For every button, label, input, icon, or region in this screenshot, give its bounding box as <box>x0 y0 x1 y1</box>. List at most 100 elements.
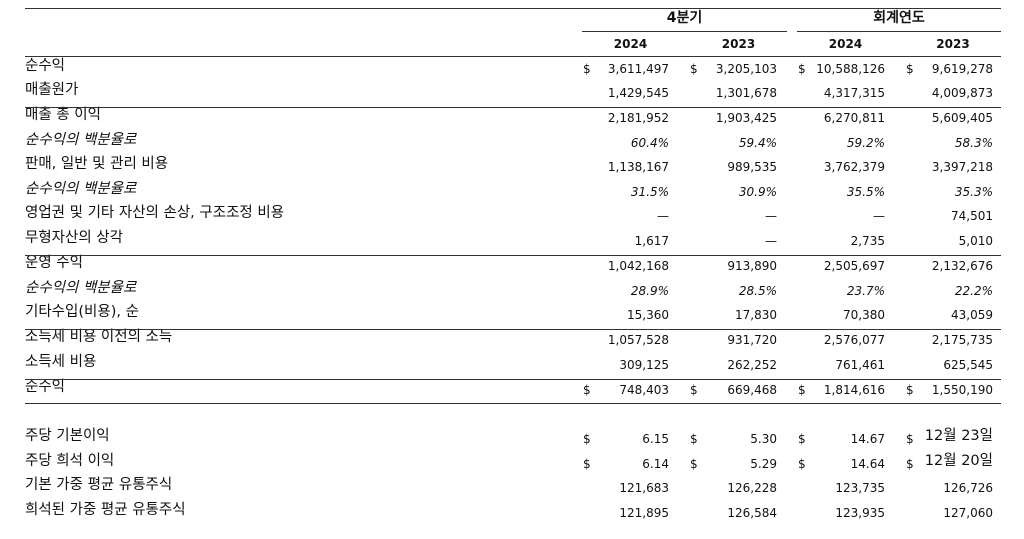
row-value: 43,059 <box>951 308 993 322</box>
row-label: 매출원가 <box>25 82 79 98</box>
row-value: 1,138,167 <box>607 160 669 174</box>
row-value: 123,935 <box>835 506 885 520</box>
header-year-q-2024: 2024 <box>613 37 648 51</box>
row-value: 5.30 <box>750 432 777 446</box>
row-label: 소득세 비용 <box>25 354 97 370</box>
currency-symbol: $ <box>798 457 806 471</box>
currency-symbol: $ <box>583 457 591 471</box>
row-value: 14.67 <box>850 432 885 446</box>
operating-income-rule <box>25 255 1001 256</box>
row-label: 주당 희석 이익 <box>25 453 115 469</box>
row-value: 14.64 <box>850 457 885 471</box>
row-value: 74,501 <box>951 209 993 223</box>
currency-symbol: $ <box>798 432 806 446</box>
row-label: 순수익 <box>25 379 66 395</box>
row-label: 순수익의 백분율로 <box>25 280 137 296</box>
row-value: 126,228 <box>727 481 777 495</box>
net-income-rule-top <box>25 379 1001 380</box>
row-value: 3,762,379 <box>823 160 885 174</box>
row-value: 23.7% <box>846 284 885 298</box>
row-value: 1,617 <box>634 234 669 248</box>
row-value: 31.5% <box>630 185 669 199</box>
row-label: 매출 총 이익 <box>25 107 101 123</box>
currency-symbol: $ <box>583 432 591 446</box>
currency-symbol: $ <box>583 383 591 397</box>
currency-symbol: $ <box>690 62 698 76</box>
row-value: 2,735 <box>850 234 885 248</box>
row-value: 913,890 <box>727 259 777 273</box>
currency-symbol: $ <box>906 383 914 397</box>
row-value: 121,683 <box>619 481 669 495</box>
currency-symbol: $ <box>690 457 698 471</box>
row-value: 6.14 <box>642 457 669 471</box>
row-value: — <box>873 209 885 223</box>
currency-symbol: $ <box>906 62 914 76</box>
row-value: 123,735 <box>835 481 885 495</box>
row-value: 262,252 <box>727 358 777 372</box>
row-value: 669,468 <box>727 383 777 397</box>
row-label: 순수익의 백분율로 <box>25 181 137 197</box>
header-quarter: 4분기 <box>666 10 703 26</box>
row-value: 10,588,126 <box>816 62 885 76</box>
header-fiscal-rule <box>797 31 1001 32</box>
row-value: 1,057,528 <box>607 333 669 347</box>
row-value: 2,505,697 <box>823 259 885 273</box>
currency-symbol: $ <box>583 62 591 76</box>
header-quarter-rule <box>582 31 787 32</box>
header-year-fy-2024: 2024 <box>828 37 863 51</box>
row-value: 9,619,278 <box>931 62 993 76</box>
row-value: 1,429,545 <box>607 86 669 100</box>
row-value: 1,301,678 <box>715 86 777 100</box>
row-value: 1,550,190 <box>931 383 993 397</box>
row-value: 59.4% <box>738 136 777 150</box>
row-value: 15,360 <box>627 308 669 322</box>
gross-profit-rule <box>25 107 1001 108</box>
row-value: 2,181,952 <box>607 111 669 125</box>
row-value: 4,009,873 <box>931 86 993 100</box>
row-value: — <box>765 234 777 248</box>
row-value: 121,895 <box>619 506 669 520</box>
currency-symbol: $ <box>690 432 698 446</box>
row-value: 748,403 <box>619 383 669 397</box>
row-value: 17,830 <box>735 308 777 322</box>
row-value: 22.2% <box>954 284 993 298</box>
row-value: 35.5% <box>846 185 885 199</box>
row-label: 판매, 일반 및 관리 비용 <box>25 156 169 172</box>
currency-symbol: $ <box>798 62 806 76</box>
header-year-q-2023: 2023 <box>721 37 756 51</box>
row-value: 3,611,497 <box>607 62 669 76</box>
row-value: 6,270,811 <box>823 111 885 125</box>
row-value: 2,576,077 <box>823 333 885 347</box>
row-value: — <box>765 209 777 223</box>
net-income-rule-bottom <box>25 403 1001 404</box>
row-value: 12월 23일 <box>924 428 993 444</box>
currency-symbol: $ <box>906 432 914 446</box>
row-value: 2,175,735 <box>931 333 993 347</box>
row-value: 5.29 <box>750 457 777 471</box>
row-label: 순수익 <box>25 58 66 74</box>
row-value: 989,535 <box>727 160 777 174</box>
row-value: 70,380 <box>843 308 885 322</box>
row-value: 127,060 <box>943 506 993 520</box>
row-value: 1,903,425 <box>715 111 777 125</box>
row-value: 1,042,168 <box>607 259 669 273</box>
row-value: 58.3% <box>954 136 993 150</box>
row-value: 931,720 <box>727 333 777 347</box>
currency-symbol: $ <box>798 383 806 397</box>
row-value: 2,132,676 <box>931 259 993 273</box>
row-value: 28.9% <box>630 284 669 298</box>
row-value: 1,814,616 <box>823 383 885 397</box>
row-value: — <box>657 209 669 223</box>
row-value: 28.5% <box>738 284 777 298</box>
header-year-fy-2023: 2023 <box>936 37 970 51</box>
row-value: 3,205,103 <box>715 62 777 76</box>
row-value: 309,125 <box>619 358 669 372</box>
row-value: 5,010 <box>958 234 993 248</box>
pretax-income-rule <box>25 329 1001 330</box>
row-value: 5,609,405 <box>931 111 993 125</box>
row-label: 주당 기본이익 <box>25 428 110 444</box>
row-label: 기타수입(비용), 순 <box>25 304 139 320</box>
top-rule <box>25 8 1001 9</box>
row-label: 무형자산의 상각 <box>25 230 123 246</box>
row-value: 126,584 <box>727 506 777 520</box>
